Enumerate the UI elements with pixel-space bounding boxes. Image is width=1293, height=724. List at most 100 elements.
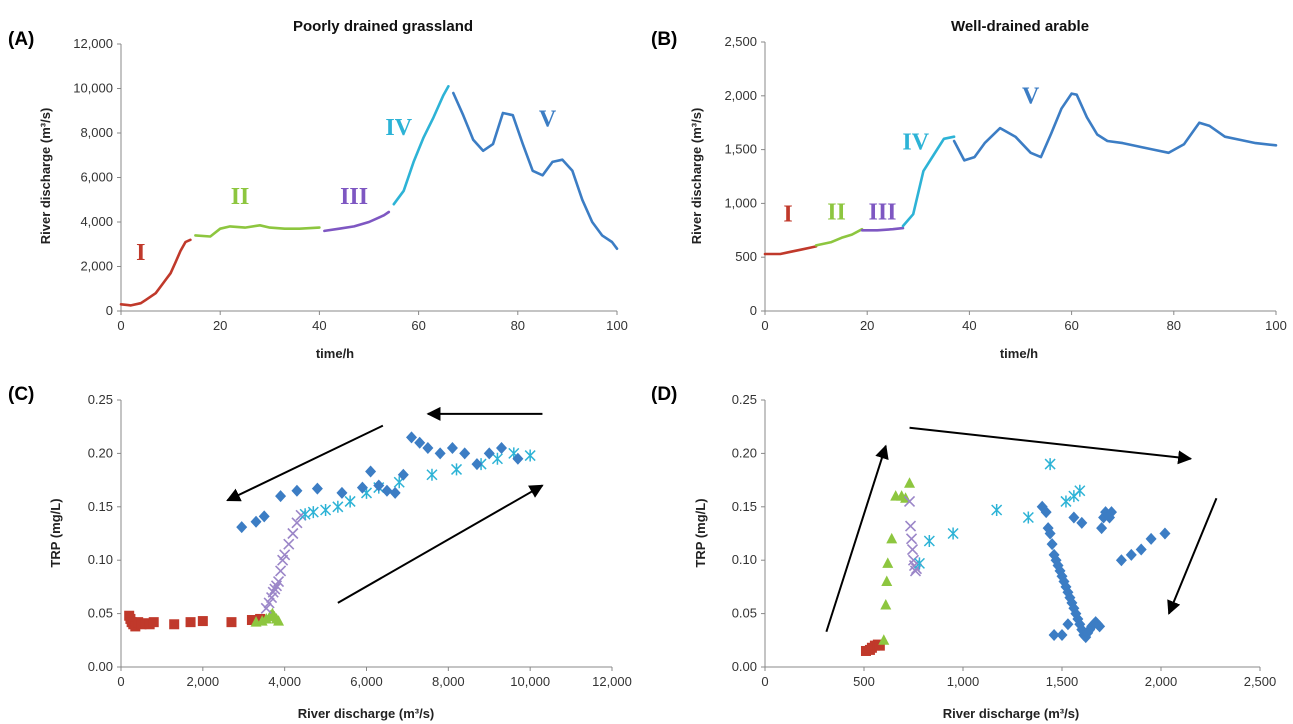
data-point-phase-v — [422, 442, 434, 455]
data-point-phase-v — [275, 490, 287, 503]
direction-arrow — [909, 426, 1193, 465]
direction-arrow — [825, 444, 889, 633]
panel-a-title: Poorly drained grassland — [293, 18, 473, 35]
y-tick-label: 2,000 — [724, 88, 757, 103]
direction-arrow — [226, 424, 384, 502]
phase-label-iv: IV — [385, 115, 412, 141]
panel-a-letter: (A) — [8, 29, 34, 50]
data-point-phase-v — [512, 452, 524, 465]
data-point-phase-v — [1098, 511, 1110, 524]
x-tick-label: 2,000 — [1145, 674, 1178, 689]
y-tick-label: 0 — [750, 303, 757, 318]
data-point-phase-iv — [947, 527, 959, 540]
data-point-phase-i — [169, 619, 180, 630]
data-point-phase-v — [1062, 618, 1074, 631]
y-tick-label: 6,000 — [80, 170, 113, 185]
data-point-phase-v — [1040, 506, 1052, 519]
data-point-phase-iv — [923, 534, 935, 547]
data-point-phase-v — [1048, 628, 1060, 641]
phase-label-ii: II — [231, 184, 250, 210]
x-tick-label: 1,500 — [1046, 674, 1079, 689]
data-point-phase-v — [1145, 532, 1157, 545]
data-point-phase-v — [1106, 506, 1117, 519]
x-tick-label: 0 — [117, 318, 124, 333]
panel-d-plot-area — [825, 426, 1218, 656]
phase-label-v: V — [539, 106, 557, 132]
data-point-phase-iii — [279, 549, 291, 561]
data-point-phase-iii — [295, 509, 307, 521]
y-tick-label: 0.20 — [88, 445, 113, 460]
data-point-phase-iii — [906, 543, 919, 556]
y-tick-label: 12,000 — [73, 36, 113, 51]
y-tick-label: 8,000 — [80, 125, 113, 140]
data-point-phase-v — [365, 465, 377, 478]
series-line-phase-ii — [814, 227, 864, 247]
x-tick-label: 60 — [1064, 318, 1078, 333]
panel-b-y-axis-title: River discharge (m³/s) — [689, 108, 704, 245]
data-point-phase-iv — [913, 557, 925, 570]
series-line-phase-iv — [901, 135, 956, 228]
data-point-phase-v — [414, 436, 426, 449]
panel-c: (C) River discharge (m³/s) TRP (mg/L) 0.… — [8, 384, 632, 721]
data-point-phase-i — [874, 640, 885, 651]
panel-a-x-axis-title: time/h — [316, 346, 354, 361]
y-tick-label: 0.05 — [732, 606, 757, 621]
data-point-phase-iv — [491, 452, 503, 465]
panel-d-letter: (D) — [651, 384, 677, 405]
panel-b-letter: (B) — [651, 29, 677, 50]
y-tick-label: 0.25 — [732, 392, 757, 407]
x-tick-label: 500 — [853, 674, 875, 689]
y-tick-label: 0.20 — [732, 445, 757, 460]
y-tick-label: 0.10 — [732, 552, 757, 567]
data-point-phase-v — [1076, 516, 1088, 529]
data-point-phase-i — [148, 617, 159, 628]
data-point-phase-iii — [267, 586, 279, 598]
data-point-phase-ii — [886, 532, 898, 544]
data-point-phase-iii — [275, 565, 287, 577]
data-point-phase-iv — [1022, 511, 1034, 524]
data-point-phase-v — [356, 481, 368, 494]
data-point-phase-i — [246, 615, 257, 626]
data-point-phase-v — [1056, 628, 1068, 641]
data-point-phase-v — [1104, 511, 1116, 524]
panel-b-x-axis-title: time/h — [1000, 346, 1038, 361]
series-line-phase-i — [119, 238, 192, 307]
data-point-phase-i — [226, 617, 237, 628]
x-tick-label: 0 — [117, 674, 124, 689]
data-point-phase-v — [496, 442, 508, 455]
panel-c-y-axis-title: TRP (mg/L) — [48, 498, 63, 567]
phase-label-ii: II — [827, 200, 846, 226]
x-tick-label: 2,000 — [187, 674, 220, 689]
x-tick-label: 6,000 — [350, 674, 383, 689]
data-point-phase-iv — [1044, 458, 1056, 471]
panel-c-x-axis-title: River discharge (m³/s) — [298, 706, 435, 721]
panel-a: (A) Poorly drained grassland time/h Rive… — [8, 18, 628, 361]
panel-b-title: Well-drained arable — [951, 18, 1089, 35]
data-point-phase-iii — [269, 583, 281, 595]
panel-b: (B) Well-drained arable time/h River dis… — [651, 18, 1287, 361]
phase-label-iii: III — [340, 184, 368, 210]
data-point-phase-i — [197, 616, 208, 627]
data-point-phase-v — [236, 521, 248, 534]
panel-c-letter: (C) — [8, 384, 34, 405]
y-tick-label: 1,500 — [724, 142, 757, 157]
series-line-phase-i — [763, 245, 818, 256]
panel-a-y-axis-title: River discharge (m³/s) — [38, 108, 53, 245]
series-line-phase-ii — [194, 224, 321, 238]
data-point-phase-v — [336, 486, 348, 499]
x-tick-label: 1,000 — [947, 674, 980, 689]
x-tick-label: 100 — [1265, 318, 1287, 333]
data-point-phase-v — [1044, 527, 1056, 540]
x-tick-label: 20 — [213, 318, 227, 333]
data-point-phase-iv — [299, 508, 311, 521]
data-point-phase-v — [1125, 548, 1137, 561]
y-tick-label: 500 — [735, 249, 757, 264]
data-point-phase-v — [311, 482, 323, 495]
data-point-phase-v — [397, 468, 409, 481]
data-point-phase-ii — [878, 634, 890, 645]
x-tick-label: 20 — [860, 318, 874, 333]
x-tick-label: 80 — [1167, 318, 1181, 333]
data-point-phase-iii — [287, 527, 299, 540]
